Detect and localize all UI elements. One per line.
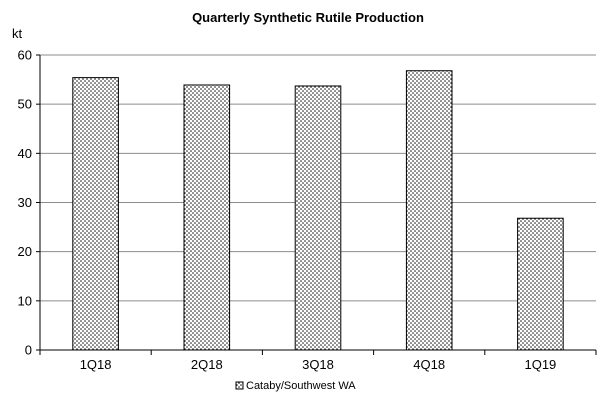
bar-1q18 xyxy=(72,77,119,351)
x-tick-label: 1Q18 xyxy=(80,357,112,372)
legend: Cataby/Southwest WA xyxy=(235,380,356,392)
y-axis-unit: kt xyxy=(12,26,23,41)
x-tick-label: 2Q18 xyxy=(191,357,223,372)
x-tick-label: 3Q18 xyxy=(302,357,334,372)
axes xyxy=(36,54,597,355)
chart-title: Quarterly Synthetic Rutile Production xyxy=(192,10,424,25)
bar-2q18 xyxy=(183,84,231,351)
y-tick-label: 30 xyxy=(18,195,32,210)
y-tick-label: 10 xyxy=(18,293,32,308)
y-tick-label: 20 xyxy=(18,244,32,259)
legend-swatch xyxy=(235,381,244,390)
bars xyxy=(72,70,564,351)
y-tick-label: 0 xyxy=(25,343,32,358)
y-tick-label: 40 xyxy=(18,146,32,161)
x-tick-label: 4Q18 xyxy=(413,357,445,372)
x-tick-labels: 1Q18 2Q18 3Q18 4Q18 1Q19 xyxy=(80,357,557,372)
bar-3q18 xyxy=(294,85,342,351)
y-tick-label: 50 xyxy=(18,97,32,112)
y-tick-labels: 0 10 20 30 40 50 60 xyxy=(18,48,32,358)
bar-1q19 xyxy=(517,217,564,351)
bar-4q18 xyxy=(405,70,453,351)
x-tick-label: 1Q19 xyxy=(524,357,556,372)
legend-label: Cataby/Southwest WA xyxy=(246,380,356,392)
y-tick-label: 60 xyxy=(18,48,32,63)
